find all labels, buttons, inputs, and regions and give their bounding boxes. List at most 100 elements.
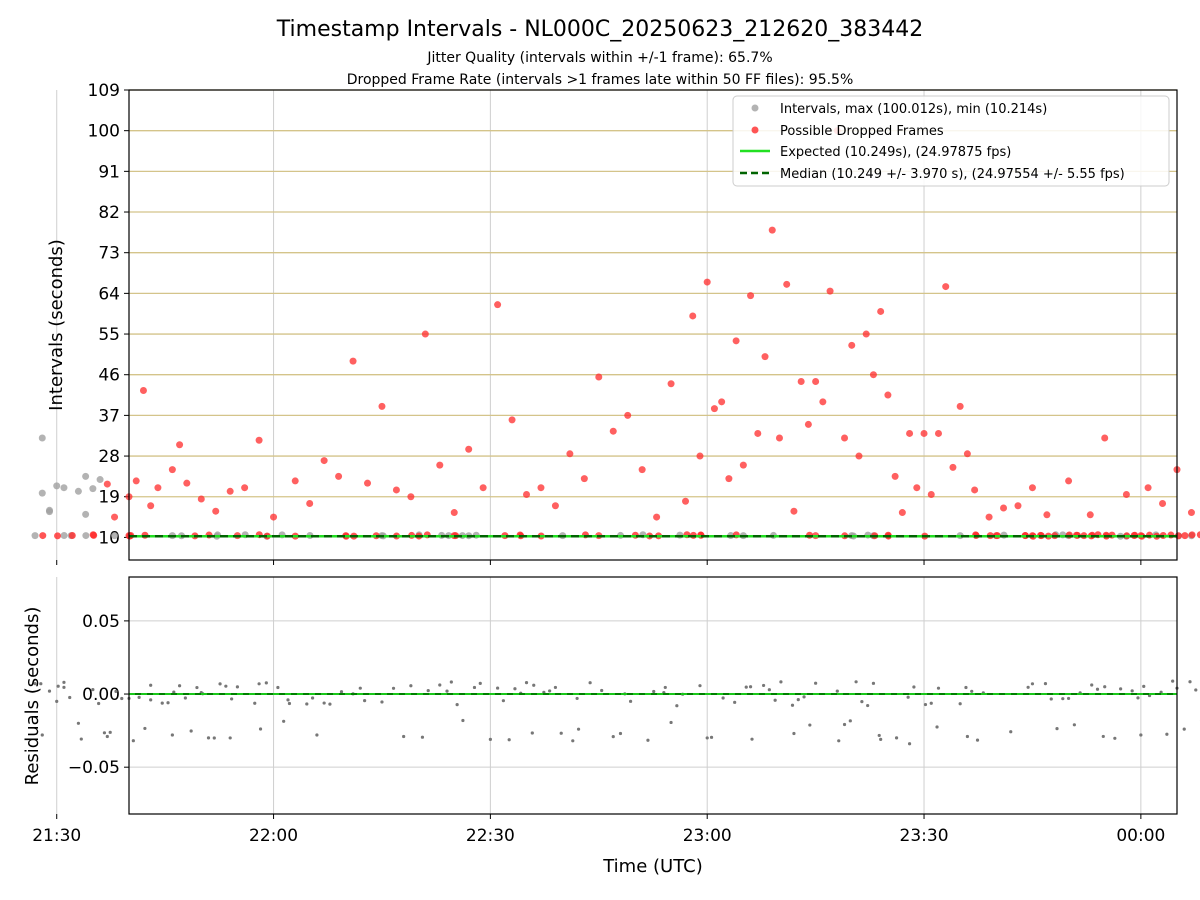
dropped-frame-point: [826, 287, 834, 295]
residuals-plot-background: [129, 577, 1177, 814]
residual-point: [114, 689, 118, 693]
dropped-frame-point: [609, 427, 617, 435]
residuals-y-ticks: 0.05 0.00 −0.05: [68, 612, 129, 778]
dropped-frame-point: [920, 429, 928, 437]
residual-point: [224, 684, 228, 688]
dropped-frame-baseline-point: [1188, 531, 1196, 539]
intervals-plot-frame: [128, 89, 1178, 561]
dropped-frame-point: [682, 497, 690, 505]
residual-point: [767, 688, 771, 692]
residual-point: [576, 727, 581, 731]
residual-point: [842, 722, 847, 727]
intervals-y-tick-label: 109: [88, 81, 120, 101]
legend-label-intervals: Intervals, max (100.012s), min (10.214s): [780, 102, 1047, 117]
residual-point: [912, 685, 916, 689]
dropped-frame-point: [523, 490, 531, 498]
dropped-frame-point: [775, 434, 783, 442]
intervals-y-tick-label: 91: [98, 162, 120, 182]
intervals-y-tick-label: 46: [98, 366, 120, 386]
intervals-y-tick-label: 64: [98, 284, 120, 304]
dropped-frame-point: [739, 461, 747, 469]
residual-point: [1072, 723, 1076, 727]
x-tick-label: 21:30: [32, 826, 81, 846]
intervals-y-tick-label: 19: [98, 488, 120, 508]
residual-point: [923, 702, 928, 707]
residual-point: [575, 696, 579, 701]
residuals-plot-frame: [128, 576, 1178, 815]
residual-point: [102, 731, 107, 735]
dropped-frame-point: [212, 507, 220, 515]
dropped-frame-point: [855, 452, 863, 460]
dropped-frame-point: [479, 484, 487, 492]
dropped-frame-point: [139, 387, 147, 395]
residual-point: [380, 700, 384, 704]
dropped-frame-point: [812, 377, 820, 385]
dropped-frame-point: [291, 477, 299, 485]
legend-label-dropped: Possible Dropped Frames: [780, 124, 944, 139]
residual-point: [402, 734, 406, 739]
dropped-frame-point: [176, 441, 184, 449]
dropped-frame-point: [1187, 509, 1195, 517]
intervals-y-tick-label: 28: [98, 447, 120, 467]
residual-point: [166, 701, 170, 705]
interval-point: [74, 487, 82, 495]
residual-point: [1049, 697, 1053, 701]
dropped-frame-point: [1122, 490, 1130, 498]
residual-point: [149, 698, 153, 702]
figure-title: Timestamp Intervals - NL000C_20250623_21…: [276, 17, 923, 42]
residual-point: [478, 681, 482, 685]
residual-point: [264, 681, 268, 685]
dropped-frame-point: [841, 434, 849, 442]
residual-point: [792, 731, 796, 736]
dropped-frame-point: [450, 509, 458, 517]
interval-point: [96, 476, 104, 484]
residual-point: [33, 682, 37, 686]
residual-point: [790, 703, 795, 707]
residual-point: [559, 731, 563, 735]
residual-point: [814, 681, 818, 685]
residual-point: [322, 701, 326, 705]
dropped-frame-point: [942, 283, 950, 291]
residual-point: [618, 731, 623, 736]
dropped-frame-point: [595, 373, 603, 381]
residual-point: [611, 735, 615, 739]
residual-point: [548, 689, 552, 693]
residual-point: [1030, 682, 1035, 686]
residual-point: [835, 689, 839, 693]
residual-point: [965, 734, 970, 739]
intervals-vertical-grid: [56, 90, 1142, 560]
residual-point: [1066, 696, 1071, 701]
intervals-y-tick-label: 55: [98, 325, 120, 345]
residual-point: [802, 695, 806, 699]
dropped-frame-point: [638, 466, 646, 474]
dropped-frame-point: [703, 278, 711, 286]
residual-point: [507, 738, 511, 742]
residual-point: [906, 695, 910, 699]
dropped-frame-point: [111, 513, 119, 521]
residual-point: [854, 680, 858, 684]
intervals-horizontal-grid: [129, 89, 1177, 498]
residual-point: [496, 686, 500, 690]
residual-point: [189, 729, 193, 733]
interval-point: [53, 482, 61, 490]
residual-point: [860, 699, 864, 704]
dropped-frame-point: [1144, 484, 1152, 492]
x-tick-label: 23:00: [683, 826, 732, 846]
residual-point: [721, 696, 725, 700]
intervals-y-tick-label: 100: [88, 122, 120, 142]
residual-point: [206, 736, 211, 740]
residual-point: [438, 683, 442, 687]
residual-point: [866, 703, 870, 708]
residuals-y-axis-label: Residuals (seconds): [22, 607, 43, 786]
dropped-frame-point: [790, 507, 798, 515]
residual-point: [970, 689, 974, 693]
legend-marker-dropped: [751, 126, 759, 134]
dropped-frame-point: [1086, 511, 1094, 519]
dropped-frame-point: [241, 484, 249, 492]
dropped-frame-point: [949, 463, 957, 471]
dropped-frame-point: [1065, 477, 1073, 485]
dropped-frame-point: [768, 226, 776, 234]
residual-point: [461, 718, 465, 723]
dropped-frame-point: [103, 480, 111, 488]
residual-point: [420, 735, 425, 739]
